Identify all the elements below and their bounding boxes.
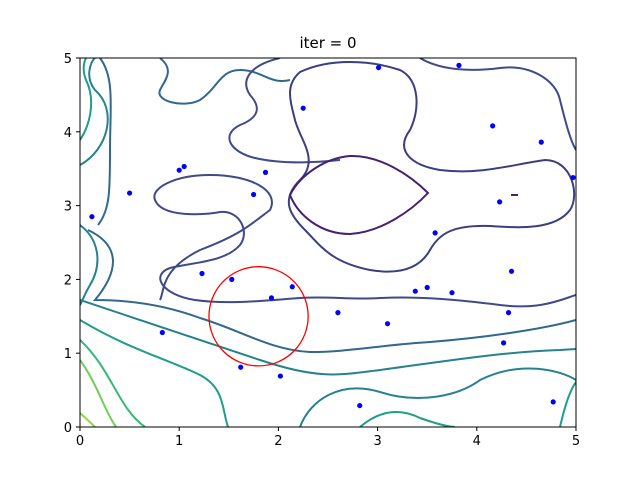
contour-line xyxy=(359,411,456,427)
contour-line xyxy=(228,58,341,164)
contour-line xyxy=(158,58,291,105)
y-tick-label: 1 xyxy=(64,347,72,362)
contour-line xyxy=(80,224,99,306)
data-point xyxy=(268,295,275,301)
data-point xyxy=(238,364,244,370)
data-point xyxy=(508,268,515,274)
contour-line xyxy=(288,154,430,236)
contour-line xyxy=(80,299,576,376)
data-point xyxy=(176,167,182,173)
data-point xyxy=(277,373,283,379)
data-point xyxy=(449,290,455,296)
data-point xyxy=(538,139,544,145)
y-tick-label: 4 xyxy=(64,126,72,141)
data-point xyxy=(500,340,507,346)
data-point xyxy=(181,163,187,170)
data-point xyxy=(262,169,269,175)
x-tick-label: 4 xyxy=(473,434,481,449)
contour-line xyxy=(153,173,576,308)
x-tick-label: 3 xyxy=(373,434,381,449)
data-point xyxy=(550,399,556,405)
data-point xyxy=(384,321,391,327)
y-tick-label: 2 xyxy=(64,273,72,288)
contour-line xyxy=(80,58,109,166)
contour-layer xyxy=(80,58,576,427)
data-point xyxy=(505,310,512,316)
data-point xyxy=(432,230,438,236)
data-point xyxy=(375,64,382,71)
contour-line xyxy=(87,229,576,354)
contour-line xyxy=(80,339,146,427)
contour-line xyxy=(287,61,575,273)
x-tick-label: 1 xyxy=(175,434,183,449)
data-point xyxy=(357,402,363,409)
contour-line xyxy=(419,58,576,151)
x-tick-label: 5 xyxy=(572,434,580,449)
y-tick-label: 0 xyxy=(64,421,72,436)
data-point xyxy=(570,174,576,181)
highlight-circle xyxy=(208,266,309,367)
contour-line xyxy=(559,381,576,427)
data-point xyxy=(159,329,165,336)
data-point xyxy=(251,191,257,198)
y-tick-label: 5 xyxy=(64,52,72,67)
data-point xyxy=(490,123,496,129)
contour-line xyxy=(97,58,112,226)
y-tick-label: 3 xyxy=(64,200,72,215)
chart-title: iter = 0 xyxy=(299,34,356,52)
data-point xyxy=(89,214,95,220)
data-point xyxy=(127,190,133,196)
plot-frame xyxy=(79,57,577,428)
data-point xyxy=(424,284,430,291)
data-point xyxy=(456,62,462,68)
contour-line xyxy=(80,58,93,141)
x-tick-label: 0 xyxy=(76,434,84,449)
contour-line xyxy=(80,412,96,427)
data-point xyxy=(199,270,205,277)
contour-line xyxy=(80,319,229,427)
contour-line xyxy=(299,367,576,427)
x-tick-label: 2 xyxy=(274,434,282,449)
data-point xyxy=(300,105,306,111)
data-point xyxy=(229,276,235,282)
data-point xyxy=(289,284,295,290)
data-point xyxy=(335,310,341,316)
data-point xyxy=(412,288,418,294)
x-axis: 0 1 2 3 4 5 xyxy=(76,427,580,449)
scatter-points xyxy=(89,62,576,409)
y-axis: 0 1 2 3 4 5 xyxy=(64,52,80,436)
contour-line xyxy=(80,359,117,427)
data-point xyxy=(497,199,503,205)
